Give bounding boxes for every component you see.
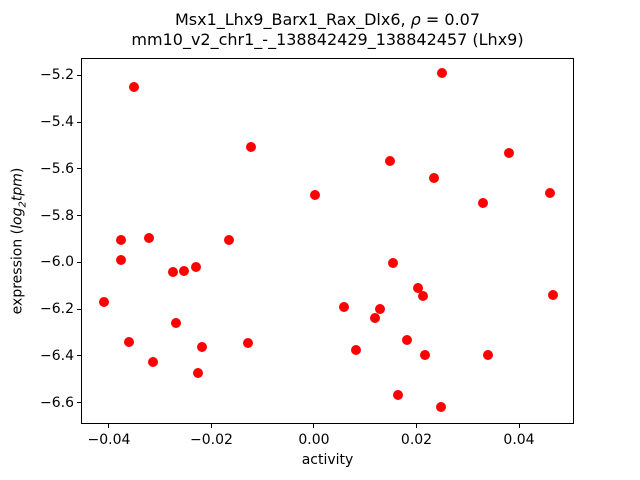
rho-value: = 0.07 [420, 10, 481, 29]
y-tick-mark [77, 355, 81, 357]
data-point [437, 68, 448, 79]
data-point [196, 342, 207, 352]
y-tick-label: −6.0 [40, 254, 74, 271]
data-point [392, 390, 403, 401]
x-tick-label: 0.00 [298, 432, 330, 448]
data-point [224, 235, 235, 246]
data-point [385, 155, 396, 166]
data-point [128, 82, 139, 93]
y-axis-label: expression (log2tpm) [9, 167, 29, 315]
plot-area [81, 58, 574, 424]
x-tick-mark [416, 424, 417, 428]
data-point [402, 334, 413, 345]
data-point [98, 297, 109, 308]
y-tick-label: −5.4 [40, 114, 74, 131]
data-point [429, 173, 440, 184]
data-point [115, 255, 126, 266]
data-point [339, 301, 350, 312]
y-tick-label: −6.2 [40, 301, 74, 318]
data-point [243, 337, 254, 348]
x-tick-mark [518, 424, 520, 428]
data-point [420, 350, 431, 361]
x-tick-label: 0.04 [503, 432, 535, 448]
y-tick-mark [77, 121, 81, 123]
data-point [477, 197, 488, 208]
data-point [545, 188, 556, 199]
rho-symbol: ρ [410, 10, 421, 29]
y-tick-label: −5.8 [40, 207, 74, 224]
x-tick-label: −0.04 [87, 432, 131, 448]
data-point [504, 147, 515, 158]
data-point [193, 367, 204, 378]
x-axis-label: activity [301, 452, 354, 468]
data-point [124, 336, 135, 347]
data-point [170, 317, 181, 328]
y-tick-label: −6.6 [40, 394, 74, 411]
x-tick-mark [210, 424, 212, 428]
y-tick-mark [77, 261, 81, 263]
chart-title-text: Msx1_Lhx9_Barx1_Rax_Dlx6, [174, 10, 411, 29]
data-point [374, 304, 385, 315]
data-point [179, 266, 190, 277]
data-point [144, 232, 155, 243]
data-point [435, 402, 446, 413]
data-point [388, 258, 399, 269]
data-point [370, 313, 381, 324]
y-tick-label: −5.2 [40, 67, 74, 84]
data-point [350, 345, 361, 356]
x-tick-label: 0.02 [400, 432, 433, 448]
data-point [245, 141, 256, 152]
y-tick-mark [77, 402, 81, 404]
y-tick-mark [77, 168, 81, 170]
y-tick-label: −5.6 [40, 160, 74, 177]
data-point [147, 357, 158, 368]
data-point [412, 283, 423, 294]
y-tick-label: −6.4 [40, 347, 74, 364]
data-point [115, 235, 126, 246]
chart-title-block: Msx1_Lhx9_Barx1_Rax_Dlx6, ρ = 0.07 mm10_… [81, 10, 574, 50]
x-tick-mark [313, 424, 315, 428]
data-point [483, 350, 494, 361]
chart-title: Msx1_Lhx9_Barx1_Rax_Dlx6, ρ = 0.07 [81, 10, 574, 30]
y-tick-mark [77, 215, 81, 217]
x-tick-mark [108, 424, 110, 428]
chart-subtitle: mm10_v2_chr1_-_138842429_138842457 (Lhx9… [131, 30, 524, 49]
data-point [309, 189, 320, 200]
y-tick-mark [77, 74, 81, 76]
y-tick-mark [77, 308, 81, 310]
x-tick-label: −0.02 [190, 432, 233, 448]
data-point [168, 266, 179, 277]
data-point [547, 289, 558, 300]
data-point [417, 290, 428, 301]
data-point [191, 262, 202, 273]
